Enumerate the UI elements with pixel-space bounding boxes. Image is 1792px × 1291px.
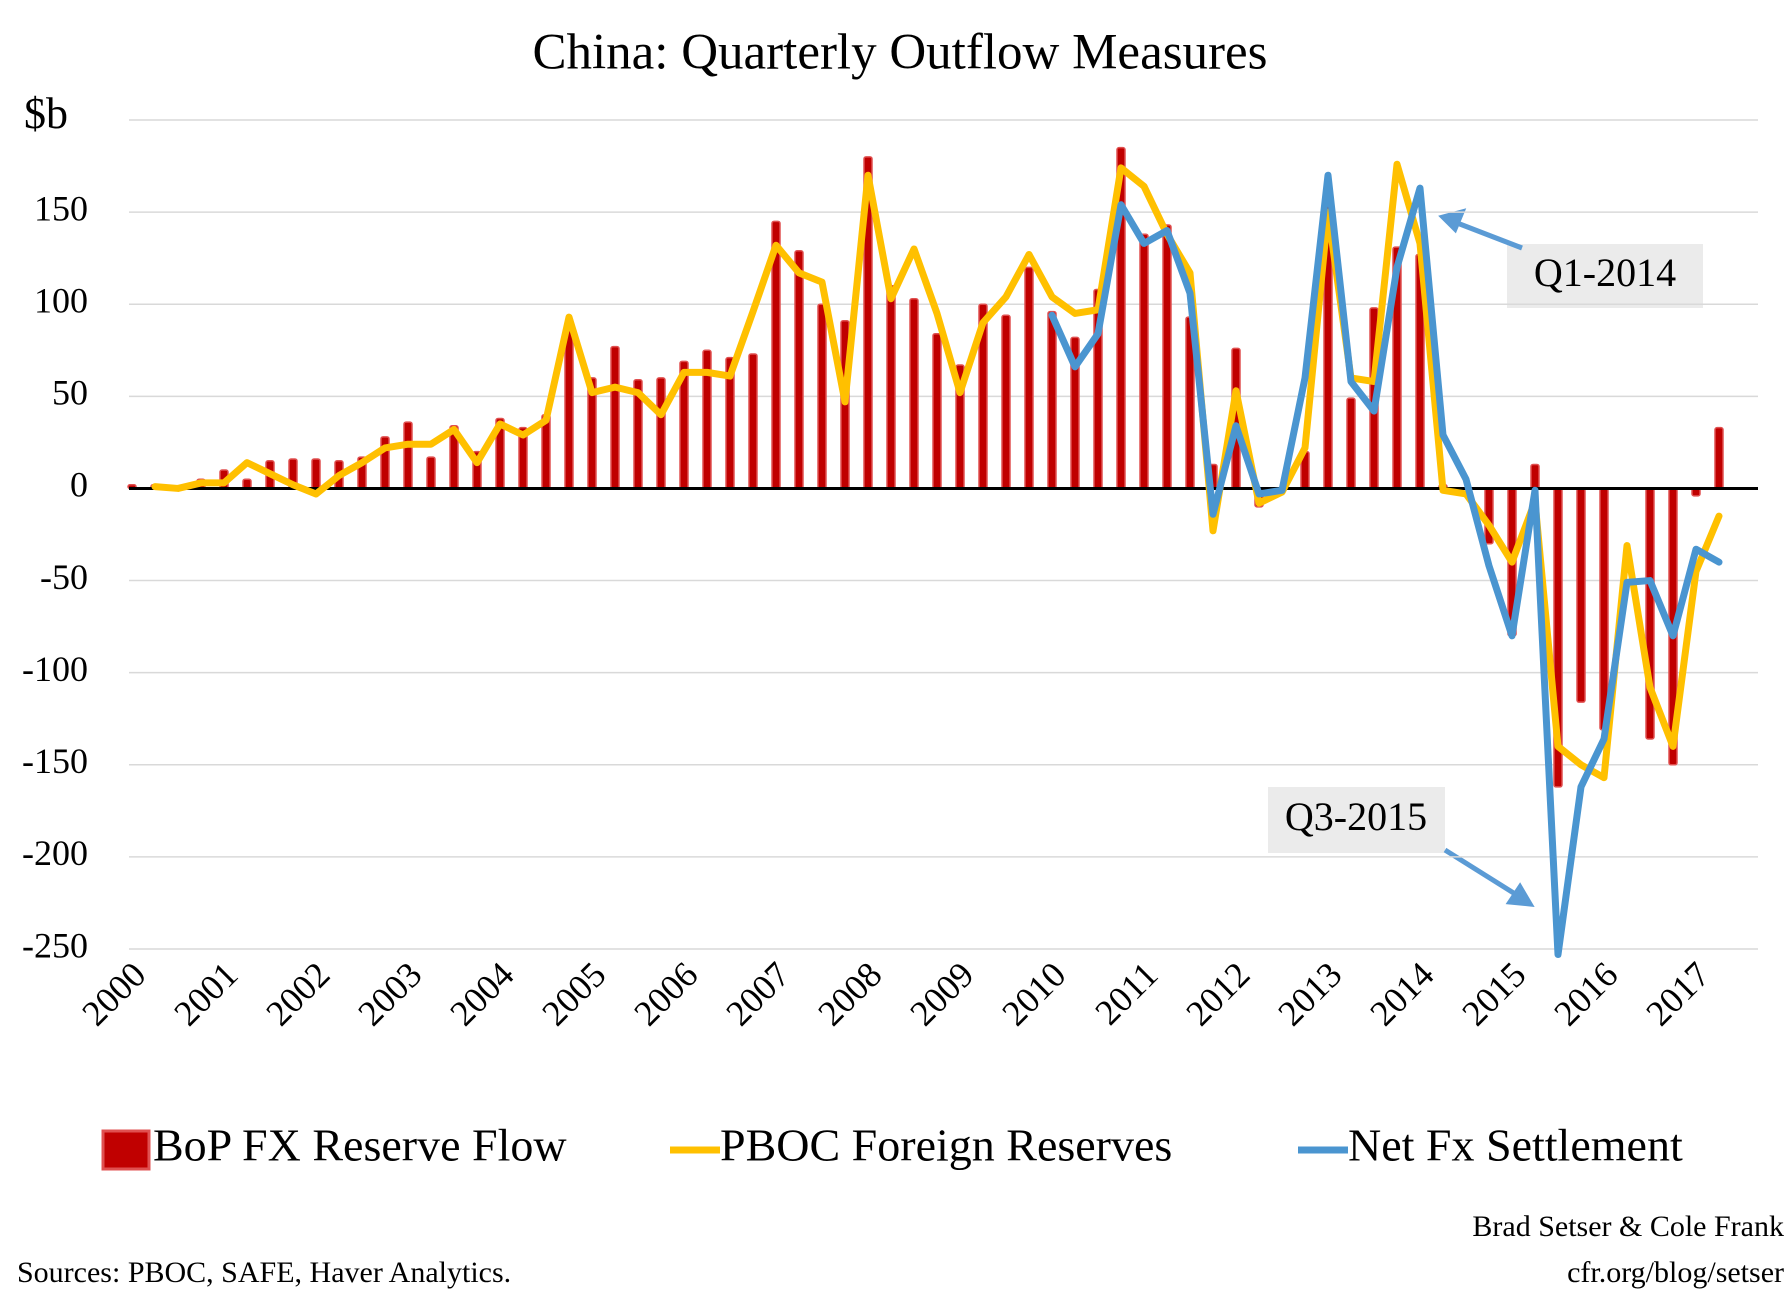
legend-label: PBOC Foreign Reserves <box>720 1120 1172 1171</box>
annotation: Q3-2015 <box>1285 794 1427 839</box>
bar <box>909 297 919 490</box>
arrow-head <box>1505 882 1535 907</box>
bar <box>1162 224 1172 490</box>
bar <box>1346 397 1356 490</box>
legend-label: Net Fx Settlement <box>1348 1120 1683 1171</box>
bar <box>1024 266 1034 490</box>
bar <box>1047 310 1057 490</box>
annotation-arrows <box>1438 208 1535 907</box>
source: Sources: PBOC, SAFE, Haver Analytics. <box>17 1256 511 1289</box>
x-tick-label: 2001 <box>166 954 245 1033</box>
y-tick-label: -50 <box>40 557 88 597</box>
y-tick-label: 50 <box>52 373 88 413</box>
bar <box>1139 233 1149 490</box>
x-tick-label: 2009 <box>902 954 981 1033</box>
legend-swatch <box>101 1129 151 1171</box>
x-tick-label: 2006 <box>626 954 705 1033</box>
y-tick-label: -250 <box>22 925 88 965</box>
bar <box>1714 426 1724 490</box>
arrow <box>1451 218 1523 251</box>
x-tick-label: 2005 <box>534 954 613 1033</box>
x-tick-label: 2000 <box>74 954 153 1033</box>
x-tick-label: 2003 <box>350 954 429 1033</box>
bar <box>932 332 942 490</box>
chart-title: China: Quarterly Outflow Measures <box>532 25 1267 81</box>
y-axis-label: $b <box>24 89 68 138</box>
legend-label: BoP FX Reserve Flow <box>153 1120 567 1171</box>
x-tick-label: 2002 <box>258 954 337 1033</box>
annotation-box <box>1268 787 1445 853</box>
bar <box>1599 487 1609 731</box>
bar <box>311 458 321 490</box>
y-tick-label: -150 <box>22 741 88 781</box>
y-tick-label: -200 <box>22 833 88 873</box>
arrow-head <box>1438 208 1467 234</box>
bar <box>1530 463 1540 490</box>
bar <box>1001 314 1011 490</box>
y-tick-label: 0 <box>70 465 88 505</box>
bar <box>610 345 620 490</box>
bar <box>817 303 827 490</box>
x-tick-label: 2014 <box>1362 954 1441 1033</box>
bar <box>403 421 413 490</box>
bar <box>1576 487 1586 703</box>
x-tick-label: 2016 <box>1546 954 1625 1033</box>
y-tick-label: 100 <box>34 280 88 320</box>
credit: Brad Setser & Cole Frank <box>1472 1210 1784 1243</box>
x-tick-label: 2015 <box>1454 954 1533 1033</box>
x-tick-label: 2007 <box>718 954 797 1033</box>
x-tick-label: 2017 <box>1638 954 1717 1033</box>
y-tick-label: -100 <box>22 649 88 689</box>
x-tick-label: 2011 <box>1087 954 1165 1032</box>
bar <box>886 285 896 490</box>
line <box>151 160 1723 782</box>
bar <box>426 456 436 490</box>
annotation-box <box>1507 244 1703 308</box>
x-tick-label: 2008 <box>810 954 889 1033</box>
bar <box>564 321 574 490</box>
bar <box>794 250 804 490</box>
line <box>1048 171 1723 959</box>
bar <box>748 353 758 490</box>
arrow <box>1443 847 1522 900</box>
bar <box>656 377 666 490</box>
x-tick-label: 2012 <box>1178 954 1257 1033</box>
x-tick-label: 2010 <box>994 954 1073 1033</box>
x-tick-label: 2004 <box>442 954 521 1033</box>
credit: cfr.org/blog/setser <box>1567 1256 1784 1289</box>
y-tick-label: 150 <box>34 188 88 228</box>
annotation: Q1-2014 <box>1534 250 1676 295</box>
x-tick-label: 2013 <box>1270 954 1349 1033</box>
